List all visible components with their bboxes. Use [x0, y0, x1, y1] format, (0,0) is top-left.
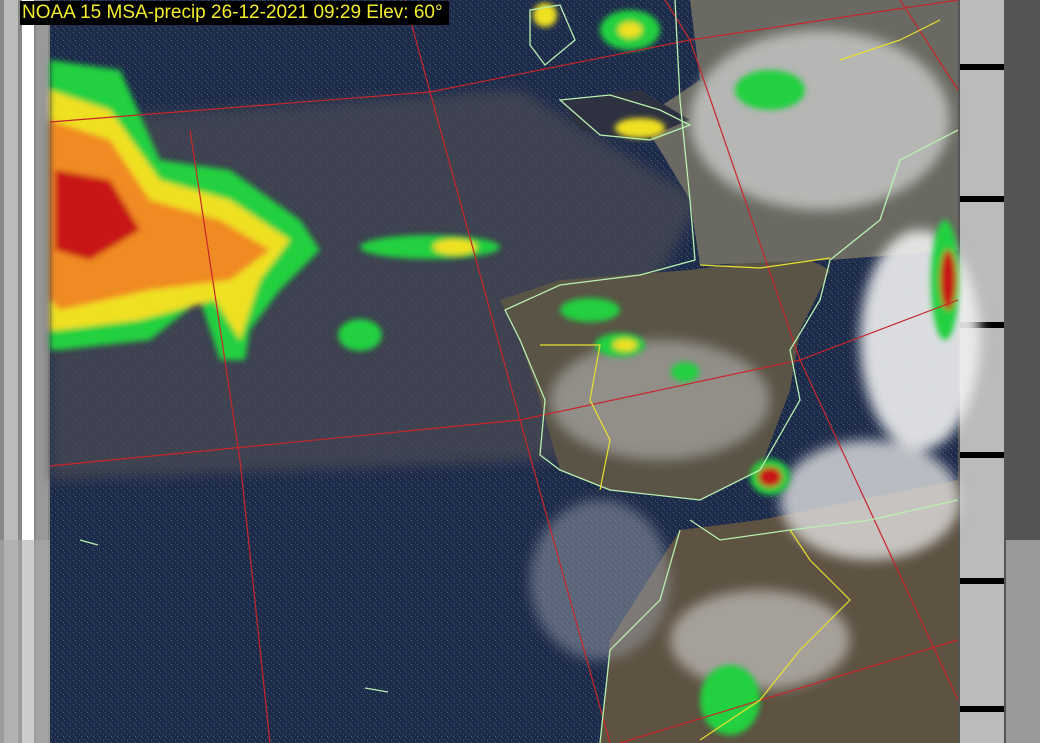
- precipitation: [50, 3, 959, 735]
- graticule: [49, 0, 959, 743]
- image-caption: NOAA 15 MSA-precip 26-12-2021 09:29 Elev…: [20, 1, 449, 25]
- left-telemetry-strip: [0, 0, 50, 743]
- country-borders: [540, 19, 941, 741]
